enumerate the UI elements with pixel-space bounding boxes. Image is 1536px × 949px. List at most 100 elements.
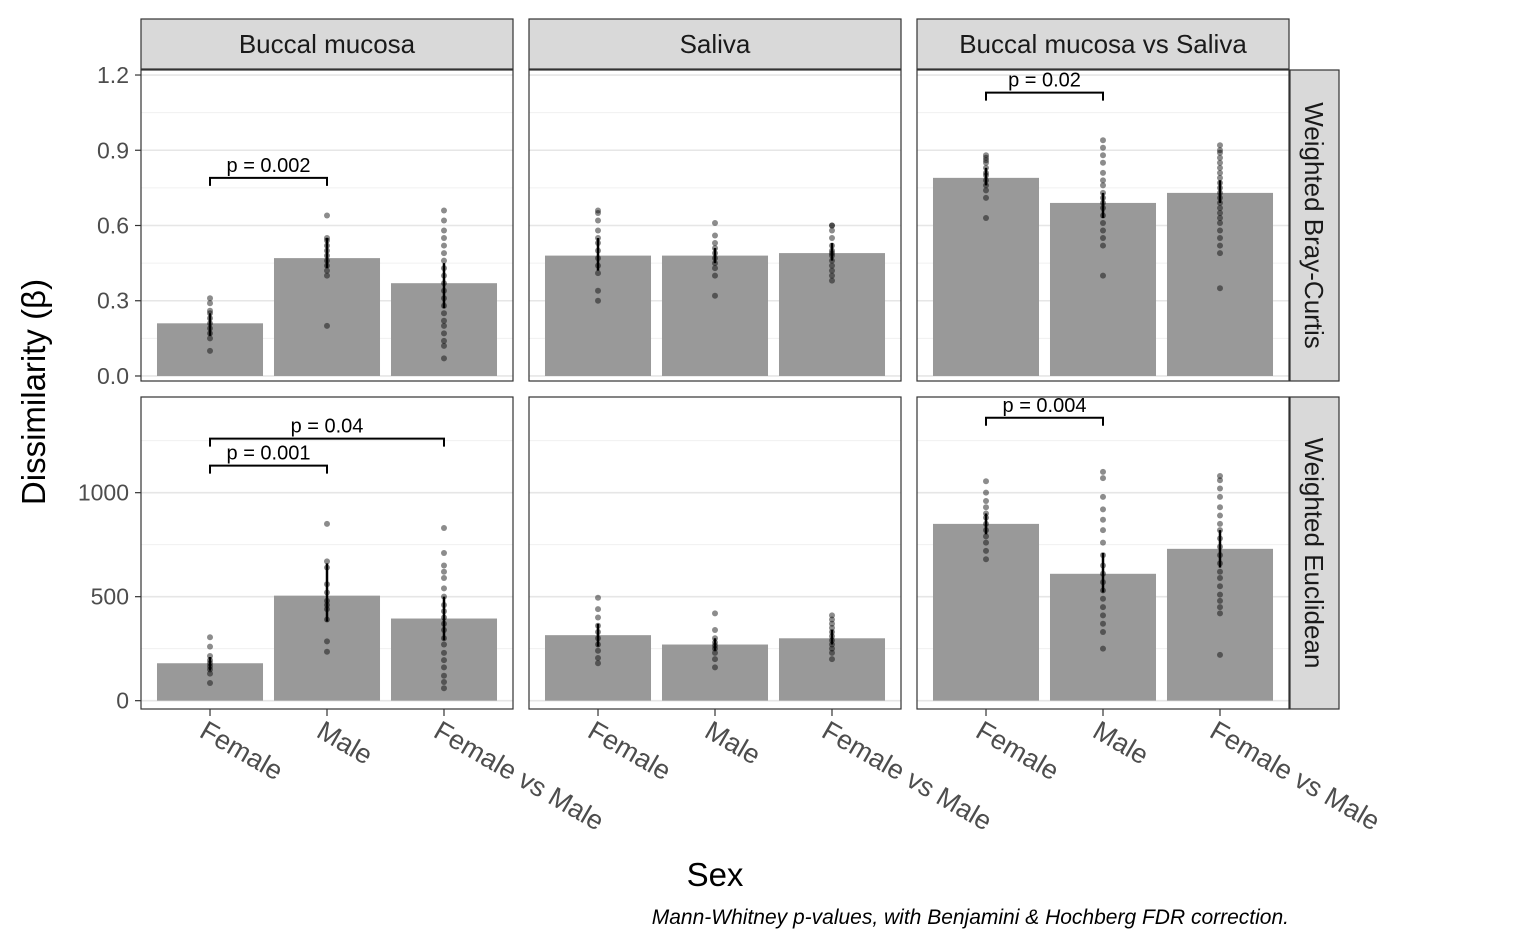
data-point [983,539,990,546]
y-tick-label: 500 [91,584,129,610]
data-point [1100,152,1106,159]
data-point [595,594,602,601]
data-point [440,641,447,648]
data-point [983,498,990,504]
data-point [1100,604,1106,611]
y-tick-label: 0 [116,688,129,714]
data-point [207,300,214,307]
data-point [1216,574,1223,581]
data-point [828,645,835,652]
data-point [983,154,990,161]
data-point [1100,235,1106,242]
data-point [828,656,835,663]
data-point [712,219,718,226]
data-point [1216,591,1223,598]
row-strip [1289,69,1340,382]
data-point [1100,242,1106,249]
data-point [1216,604,1223,611]
data-point [207,307,214,314]
data-point [983,547,990,554]
data-point [1216,610,1223,617]
column-strip-label: Saliva [680,29,751,59]
data-point [1216,219,1223,226]
data-point [828,222,835,229]
data-point [440,310,447,317]
data-point [207,652,214,659]
data-point [1100,527,1106,534]
data-point [440,568,447,575]
data-point [207,670,214,677]
data-point [1216,204,1223,211]
data-point [595,606,602,613]
data-point [1216,149,1223,156]
x-tick-label: Female [195,715,288,786]
y-axis-title: Dissimilarity (β) [15,279,52,505]
data-point [712,664,718,671]
data-point [324,272,330,279]
data-point [1100,468,1106,475]
data-point [1216,242,1223,249]
row-strip-label: Weighted Euclidean [1299,438,1329,669]
data-point [983,187,990,194]
data-point [440,672,447,679]
column-strip-label: Buccal mucosa [239,29,416,59]
y-tick-label: 1000 [78,480,129,506]
data-point [1216,651,1223,658]
data-point [1100,595,1106,602]
data-point [828,267,835,274]
p-value-label: p = 0.02 [1008,70,1081,92]
significance-bracket [985,416,1104,426]
bar [1166,548,1274,701]
data-point [440,322,447,329]
data-point [1216,597,1223,604]
data-point [828,616,835,623]
data-point [595,297,602,304]
data-point [1100,506,1106,513]
data-point [324,520,330,527]
data-point [983,152,990,159]
data-point [207,335,214,342]
data-point [712,626,718,633]
panel-border [916,69,1290,382]
bar [544,255,652,376]
x-tick-label: Female [583,715,676,786]
data-point [595,227,602,234]
data-point [207,347,214,354]
data-point [595,647,602,654]
data-point [983,214,990,221]
data-point [440,342,447,349]
p-value-label: p = 0.04 [291,416,364,438]
data-point [828,612,835,619]
p-value-label: p = 0.004 [1003,395,1087,417]
row-strip-label: Weighted Bray-Curtis [1299,102,1329,349]
y-tick-label: 0.6 [97,213,129,239]
data-point [828,277,835,284]
data-point [1216,250,1223,257]
data-point [1100,539,1106,546]
data-point [1216,209,1223,216]
p-value-label: p = 0.002 [227,155,311,177]
data-point [440,355,447,362]
data-point [440,217,447,224]
data-point [1216,142,1223,149]
data-point [983,489,990,496]
data-point [828,235,835,242]
x-tick-label: Female vs Male [429,715,609,836]
bar [1166,192,1274,376]
data-point [324,638,330,645]
data-point [1216,154,1223,161]
data-point [1216,568,1223,575]
data-point [324,212,330,219]
data-point [828,222,835,229]
data-point [1100,219,1106,226]
bar [932,523,1040,701]
data-point [440,330,447,337]
data-point [595,217,602,224]
p-value-label: p = 0.001 [227,443,311,465]
bar [1049,573,1157,701]
x-tick-label: Female [971,715,1064,786]
data-point [207,295,214,302]
bar [273,258,381,376]
y-tick-label: 0.3 [97,288,129,314]
data-point [440,525,447,532]
